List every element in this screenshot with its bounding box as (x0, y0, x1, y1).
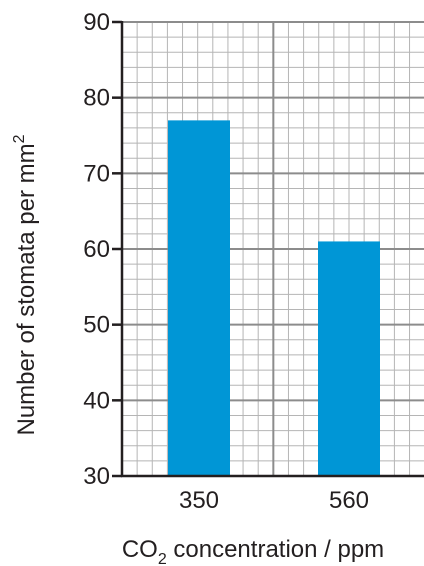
x-axis-title-rest: concentration / ppm (167, 536, 384, 563)
y-tick-label: 50 (83, 312, 110, 339)
y-tick-label: 40 (83, 387, 110, 414)
y-tick-label: 30 (83, 463, 110, 490)
chart-axes (112, 20, 424, 478)
x-tick-labels: 350 560 (179, 487, 369, 514)
y-tick-label: 60 (83, 236, 110, 263)
bar-350 (168, 120, 230, 476)
x-axis-title: CO2 concentration / ppm (122, 536, 384, 566)
y-axis-title: Number of stomata per mm2 (11, 134, 40, 435)
y-tick-label: 70 (83, 160, 110, 187)
x-tick-label: 560 (329, 487, 369, 514)
bar-560 (318, 241, 380, 476)
x-tick-label: 350 (179, 487, 219, 514)
y-axis-title-superscript: 2 (11, 134, 28, 143)
y-tick-label: 80 (83, 85, 110, 112)
x-axis-title-subscript: 2 (158, 551, 167, 566)
y-axis-title-main: Number of stomata per mm (13, 143, 40, 435)
y-tick-label: 90 (83, 9, 110, 36)
x-axis-title-prefix: CO (122, 536, 158, 563)
y-tick-labels: 30 40 50 60 70 80 90 (83, 9, 110, 490)
chart-bars (168, 120, 380, 476)
